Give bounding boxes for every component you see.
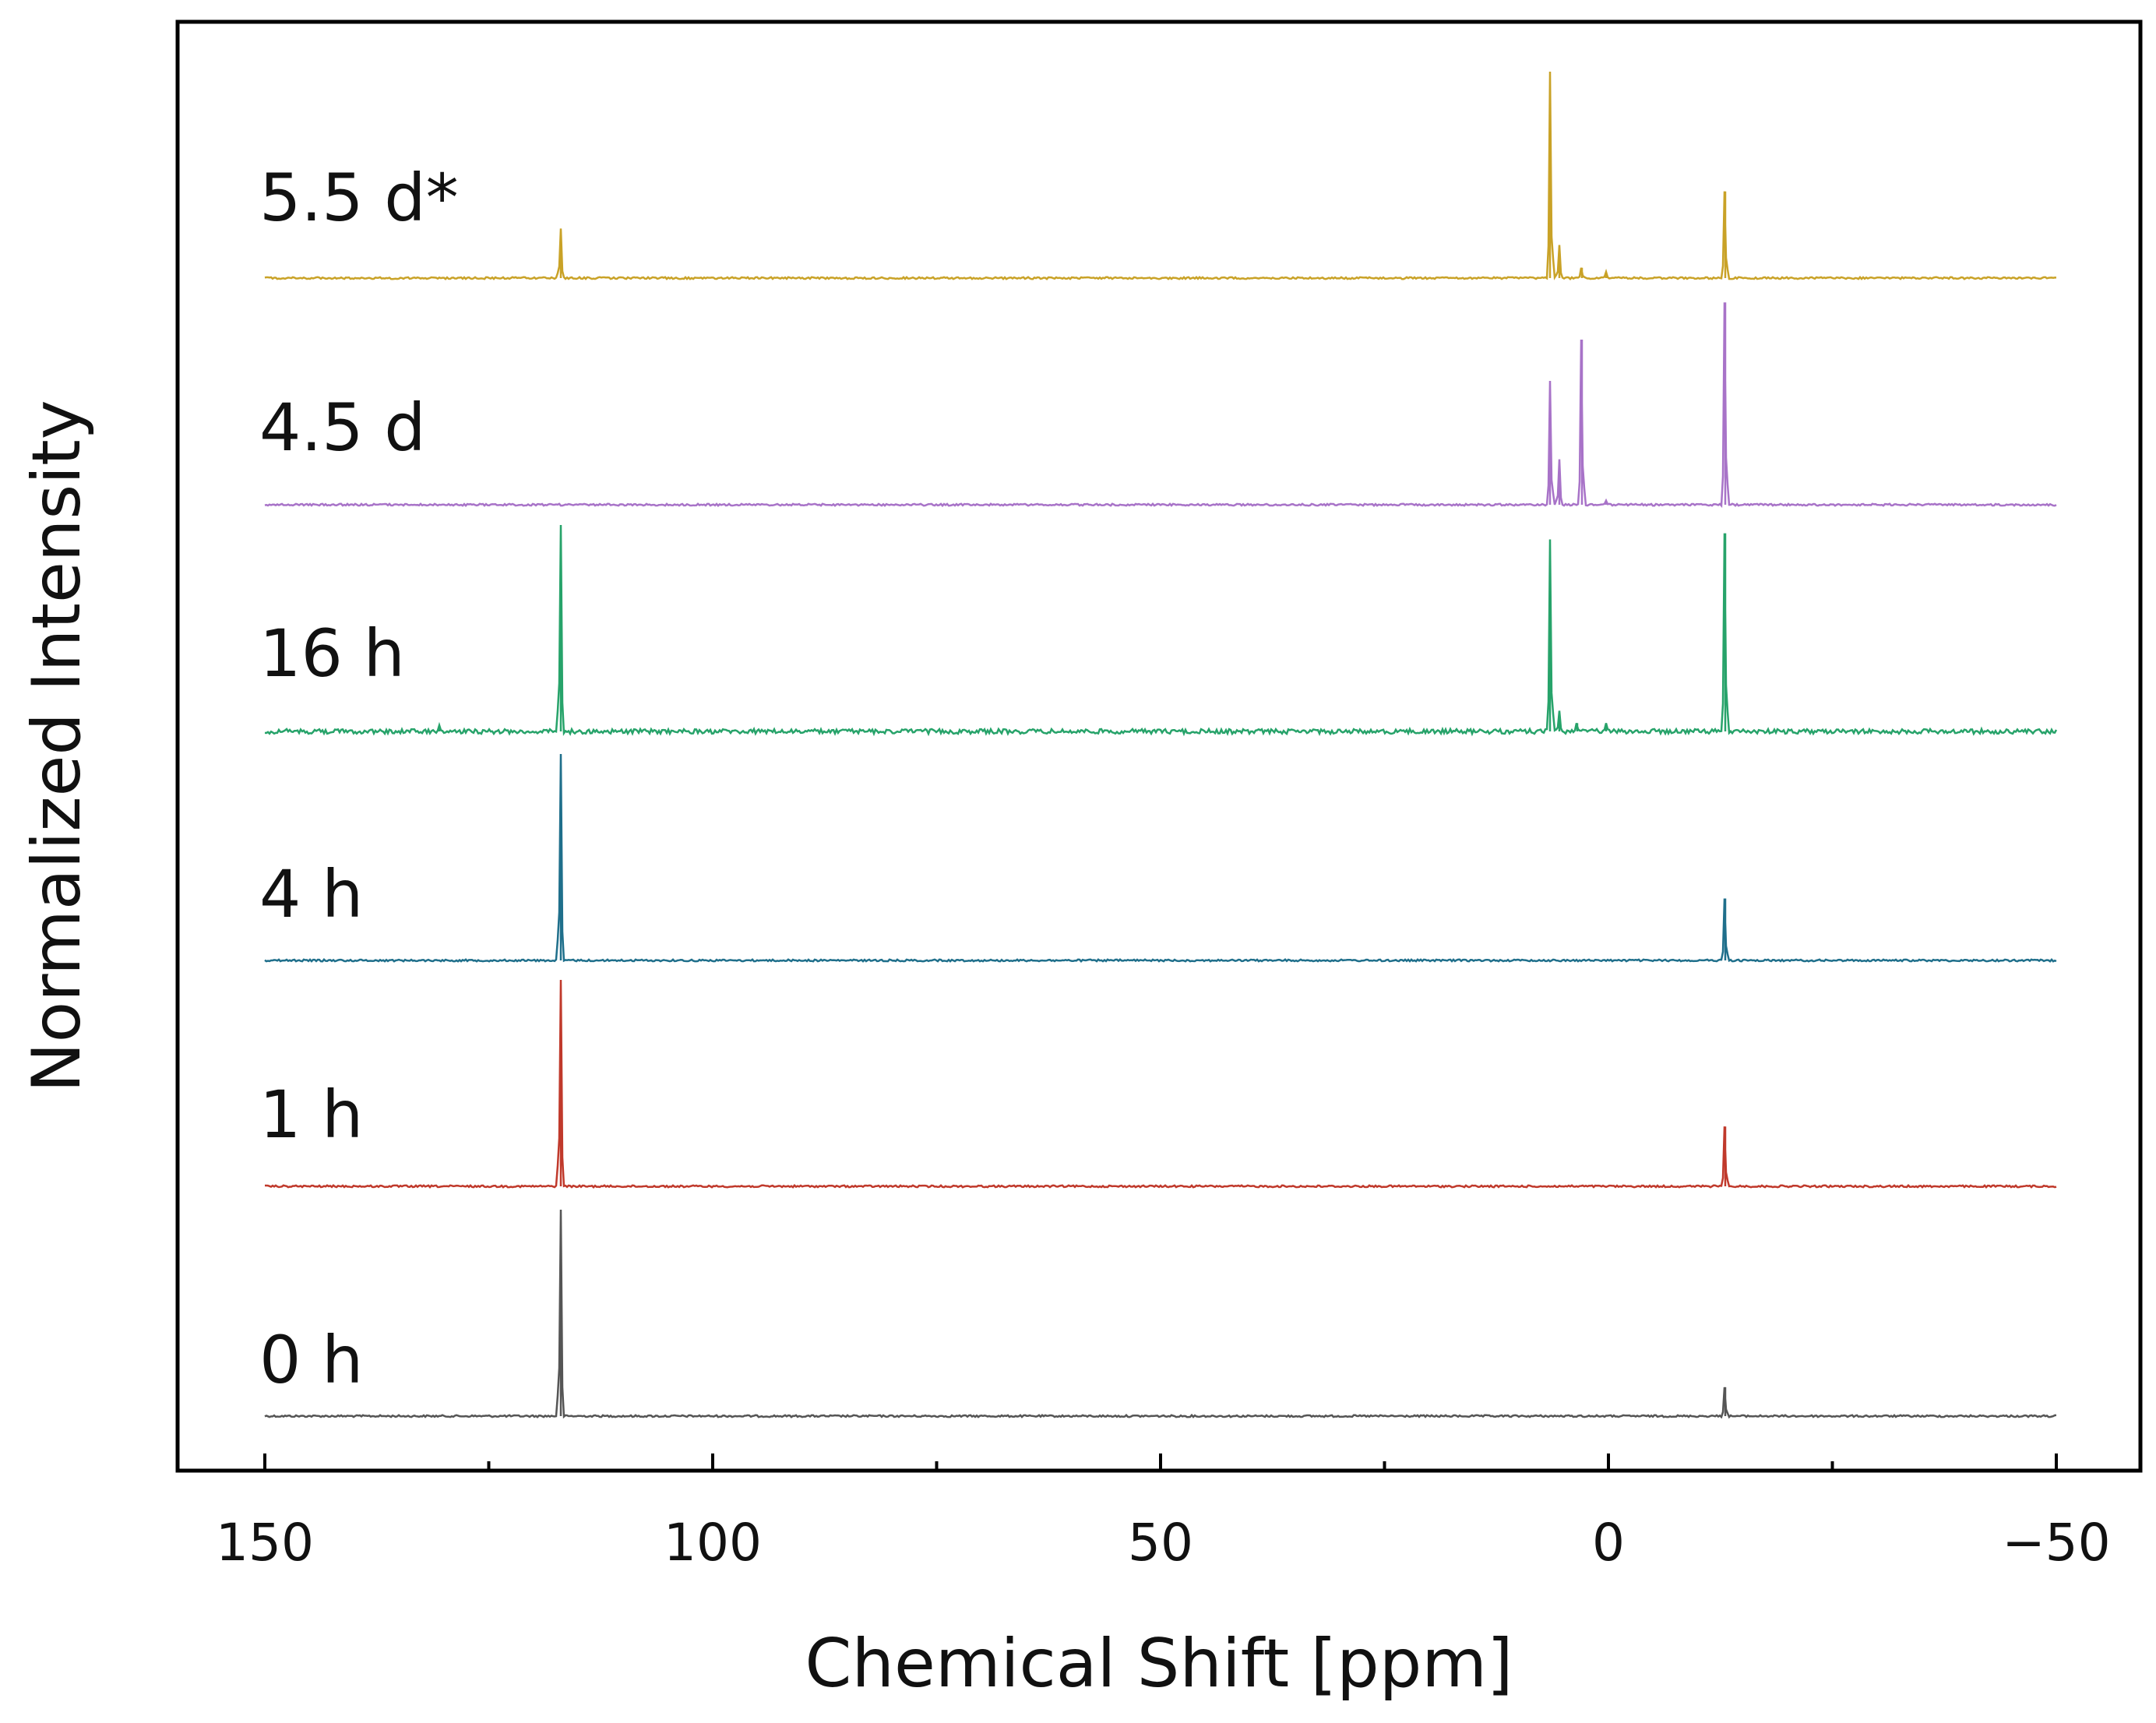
- plot-frame: [175, 19, 2143, 1473]
- series-label: 1 h: [259, 1076, 363, 1153]
- trace-4-h: [264, 753, 2057, 964]
- series-labels: 0 h 1 h 4 h 16 h 4.5 d 5.5 d*: [259, 160, 459, 1398]
- trace-16-h: [264, 524, 2058, 737]
- x-axis-ticks: 150 100 50 0 −50: [216, 1453, 2111, 1573]
- x-tick-label: 50: [1128, 1513, 1193, 1573]
- trace-1-h: [265, 979, 2057, 1189]
- trace-5-5-d-: [264, 71, 2056, 280]
- trace-4-5-d: [264, 302, 2057, 509]
- series-label: 16 h: [259, 615, 405, 692]
- series-label: 4.5 d: [259, 389, 426, 466]
- series-label: 0 h: [259, 1322, 363, 1398]
- series-label: 4 h: [259, 856, 363, 932]
- x-tick-label: 150: [216, 1513, 314, 1573]
- y-axis-title: Normalized Intensity: [18, 400, 96, 1092]
- x-axis-title: Chemical Shift [ppm]: [805, 1625, 1513, 1703]
- x-tick-label: −50: [2002, 1513, 2110, 1573]
- trace-0-h: [264, 1209, 2057, 1419]
- series-label: 5.5 d*: [259, 160, 459, 236]
- x-tick-label: 100: [664, 1513, 762, 1573]
- spectra-traces: [264, 71, 2058, 1419]
- x-tick-label: 0: [1592, 1513, 1625, 1573]
